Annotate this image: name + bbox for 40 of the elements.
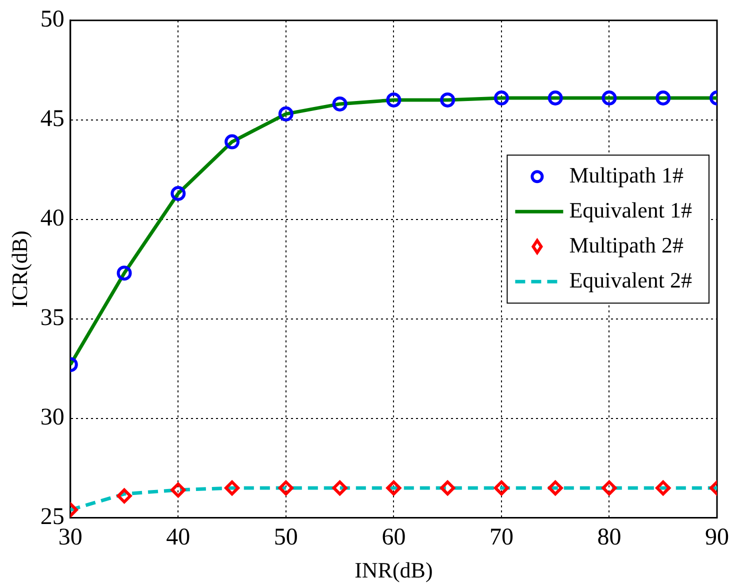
point — [548, 90, 563, 106]
y-tick-label: 35 — [40, 305, 64, 332]
legend-label: Multipath 2# — [569, 232, 684, 258]
point — [224, 134, 240, 150]
point — [602, 480, 617, 496]
y-axis-title: ICR(dB) — [6, 230, 32, 308]
legend-label: Equivalent 1# — [569, 197, 692, 222]
point — [224, 480, 240, 496]
point — [332, 96, 348, 112]
point — [440, 92, 456, 108]
point — [116, 266, 132, 281]
x-tick-label: 90 — [705, 524, 729, 550]
point — [386, 92, 402, 108]
point — [494, 480, 509, 496]
point — [386, 480, 402, 496]
legend-label: Equivalent 2# — [569, 267, 692, 292]
point — [278, 480, 294, 496]
y-tick-label: 45 — [40, 106, 64, 132]
point — [656, 90, 671, 106]
point — [170, 186, 186, 201]
point — [332, 480, 348, 496]
y-tick-label: 50 — [40, 6, 64, 33]
x-tick-label: 80 — [597, 524, 622, 550]
point — [440, 480, 456, 496]
point — [656, 480, 671, 496]
x-tick-label: 50 — [274, 524, 298, 550]
x-tick-label: 40 — [166, 524, 190, 550]
x-tick-label: 70 — [489, 524, 514, 550]
legend-label: Multipath 1# — [569, 162, 684, 188]
point — [170, 482, 186, 498]
point — [602, 90, 617, 106]
y-tick-label: 30 — [40, 404, 64, 431]
point — [494, 90, 509, 106]
point — [116, 488, 132, 504]
x-axis-title: INR(dB) — [354, 558, 433, 583]
point — [548, 480, 563, 496]
x-tick-label: 30 — [58, 524, 82, 550]
point — [278, 106, 294, 122]
y-tick-label: 40 — [40, 206, 64, 232]
x-tick-label: 60 — [382, 524, 406, 550]
